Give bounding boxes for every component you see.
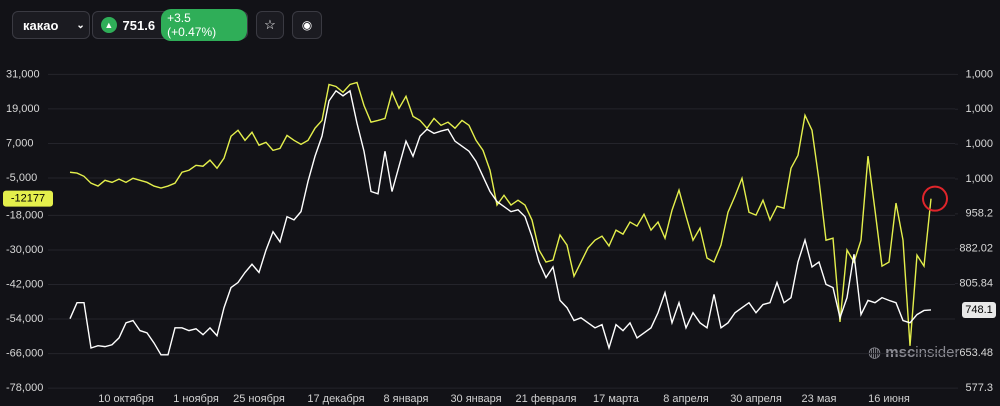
last-value-tag bbox=[3, 190, 53, 207]
last-value-label: 748.1 bbox=[965, 304, 993, 316]
x-tick-label: 8 апреля bbox=[663, 393, 709, 405]
x-tick-label: 17 марта bbox=[593, 393, 640, 405]
ticker-select[interactable]: какао ⌄ bbox=[12, 11, 90, 39]
x-tick-label: 8 января bbox=[384, 393, 429, 405]
x-tick-label: 25 ноября bbox=[233, 393, 285, 405]
y-tick-label: -18,000 bbox=[6, 209, 43, 221]
highlight-circle bbox=[922, 185, 948, 212]
x-tick-label: 17 декабря bbox=[307, 393, 364, 405]
last-value-tag bbox=[962, 301, 996, 318]
y-tick-label: -30,000 bbox=[6, 244, 43, 256]
series-line bbox=[69, 81, 932, 346]
x-tick-label: 30 января bbox=[450, 393, 501, 405]
y2-tick-label: 1,000 bbox=[965, 173, 993, 185]
y2-tick-label: 577.3 bbox=[965, 382, 993, 394]
price-change: +3.5 (+0.47%) bbox=[161, 9, 247, 41]
y-tick-label: -78,000 bbox=[6, 382, 43, 394]
star-button[interactable]: ☆ bbox=[256, 11, 284, 39]
x-tick-label: 1 ноября bbox=[173, 393, 219, 405]
x-tick-label: 16 июня bbox=[868, 393, 910, 405]
chevron: ⌄ bbox=[76, 19, 85, 31]
eye-button[interactable]: ◉ bbox=[292, 11, 322, 39]
last-value-label: -12177 bbox=[11, 193, 45, 205]
x-tick-label: 21 февраля bbox=[516, 393, 577, 405]
y-tick-label: -66,000 bbox=[6, 347, 43, 359]
y-tick-label: -5,000 bbox=[6, 172, 37, 184]
watermark: ◍ mscinsider bbox=[868, 344, 960, 361]
y2-tick-label: 1,000 bbox=[965, 138, 993, 150]
up-icon: ▲ bbox=[101, 17, 117, 33]
y-tick-label: -42,000 bbox=[6, 278, 43, 290]
y2-tick-label: 882.02 bbox=[959, 243, 993, 255]
x-tick-label: 10 октября bbox=[98, 393, 154, 405]
y2-tick-label: 1,000 bbox=[965, 68, 993, 80]
price: 751.6 bbox=[122, 17, 156, 33]
x-tick-label: 23 мая bbox=[802, 393, 837, 405]
y2-tick-label: 805.84 bbox=[959, 277, 993, 289]
watermark-name: insider bbox=[915, 344, 960, 361]
y-tick-label: -54,000 bbox=[6, 313, 43, 325]
y-tick-label: 31,000 bbox=[6, 68, 40, 80]
y2-tick-label: 958.2 bbox=[965, 208, 993, 220]
series-line bbox=[69, 89, 932, 356]
x-tick-label: 30 апреля bbox=[730, 393, 782, 405]
watermark-brand: msc bbox=[885, 344, 916, 361]
price-box: ▲ 751.6 +3.5 (+0.47%) bbox=[92, 9, 248, 41]
y-tick-label: 7,000 bbox=[6, 137, 34, 149]
y-tick-label: 19,000 bbox=[6, 103, 40, 115]
y2-tick-label: 1,000 bbox=[965, 103, 993, 115]
y2-tick-label: 653.48 bbox=[959, 347, 993, 359]
ticker: какао bbox=[23, 17, 59, 33]
